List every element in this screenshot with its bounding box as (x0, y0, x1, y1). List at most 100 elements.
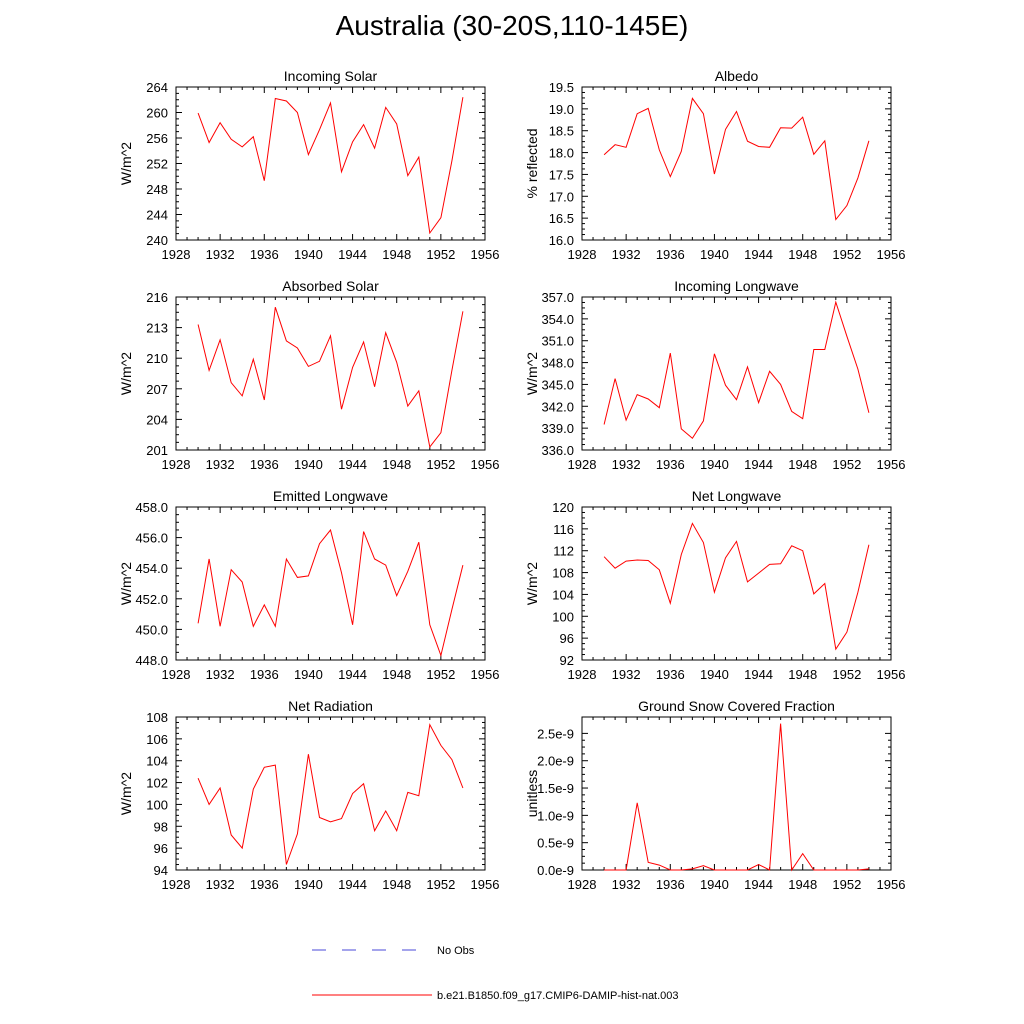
y-axis-label: W/m^2 (524, 352, 540, 395)
y-tick-label: 94 (154, 863, 168, 878)
x-tick-label: 1944 (744, 667, 773, 682)
y-tick-label: 104 (552, 587, 574, 602)
x-tick-label: 1928 (162, 247, 191, 262)
y-tick-label: 240 (146, 233, 168, 248)
x-tick-label: 1952 (832, 667, 861, 682)
x-tick-label: 1944 (338, 667, 367, 682)
y-tick-label: 458.0 (135, 500, 168, 515)
y-tick-label: 1.5e-9 (537, 781, 574, 796)
y-tick-label: 2.0e-9 (537, 754, 574, 769)
y-tick-label: 213 (146, 321, 168, 336)
y-tick-label: 264 (146, 80, 168, 95)
x-tick-label: 1944 (744, 877, 773, 892)
x-tick-label: 1952 (832, 247, 861, 262)
x-tick-label: 1928 (162, 667, 191, 682)
panel-title: Ground Snow Covered Fraction (638, 698, 835, 714)
x-tick-label: 1936 (250, 247, 279, 262)
y-tick-label: 336.0 (541, 443, 574, 458)
y-tick-label: 452.0 (135, 592, 168, 607)
y-tick-label: 207 (146, 382, 168, 397)
x-tick-label: 1932 (206, 247, 235, 262)
y-tick-label: 96 (154, 841, 168, 856)
y-tick-label: 210 (146, 351, 168, 366)
x-tick-label: 1936 (656, 877, 685, 892)
series-line (603, 522, 870, 651)
panel-title: Albedo (715, 68, 759, 84)
panel-3: Absorbed Solar W/m^2 1928 1932 1936 1940 1944 1… (118, 278, 499, 472)
x-tick-label: 1948 (382, 247, 411, 262)
x-tick-label: 1952 (832, 877, 861, 892)
plot-frame (581, 296, 892, 451)
y-tick-label: 351.0 (541, 334, 574, 349)
x-tick-label: 1948 (382, 667, 411, 682)
plot-frame (581, 86, 892, 241)
x-tick-label: 1952 (426, 667, 455, 682)
y-tick-label: 252 (146, 157, 168, 172)
x-tick-label: 1936 (250, 877, 279, 892)
y-tick-label: 18.5 (549, 124, 574, 139)
plot-frame (175, 716, 486, 871)
y-tick-label: 92 (560, 653, 574, 668)
panel-5: Emitted Longwave W/m^2 1928 1932 1936 1940 194… (118, 488, 499, 682)
x-tick-label: 1928 (162, 877, 191, 892)
x-tick-label: 1944 (744, 247, 773, 262)
x-tick-label: 1956 (471, 247, 500, 262)
x-tick-label: 1932 (612, 877, 641, 892)
y-tick-label: 342.0 (541, 399, 574, 414)
x-tick-label: 1936 (250, 667, 279, 682)
x-tick-label: 1928 (568, 667, 597, 682)
x-tick-label: 1948 (788, 247, 817, 262)
y-tick-label: 354.0 (541, 312, 574, 327)
y-axis-label: W/m^2 (118, 142, 134, 185)
y-tick-label: 120 (552, 500, 574, 515)
x-tick-label: 1940 (294, 667, 323, 682)
series-line (197, 97, 464, 235)
x-tick-label: 1932 (612, 667, 641, 682)
y-axis-label: % reflected (524, 128, 540, 198)
panel-4: Incoming Longwave W/m^2 1928 1932 1936 1940 19… (524, 278, 905, 472)
y-tick-label: 248 (146, 182, 168, 197)
x-tick-label: 1940 (700, 457, 729, 472)
y-tick-label: 256 (146, 131, 168, 146)
x-tick-label: 1932 (612, 247, 641, 262)
x-tick-label: 1936 (656, 247, 685, 262)
x-tick-label: 1956 (877, 457, 906, 472)
panel-title: Net Radiation (288, 698, 373, 714)
panel-2: Albedo % reflected 1928 1932 1936 1940 1944 194… (524, 68, 905, 262)
x-tick-label: 1928 (162, 457, 191, 472)
panel-title: Incoming Solar (284, 68, 378, 84)
y-tick-label: 260 (146, 106, 168, 121)
x-tick-label: 1936 (656, 457, 685, 472)
x-tick-label: 1956 (877, 667, 906, 682)
y-tick-label: 454.0 (135, 561, 168, 576)
x-tick-label: 1936 (250, 457, 279, 472)
series-line (197, 528, 464, 658)
x-tick-label: 1948 (788, 877, 817, 892)
page-title: Australia (30-20S,110-145E) (335, 10, 689, 41)
plot-frame (175, 86, 486, 241)
x-tick-label: 1936 (656, 667, 685, 682)
x-tick-label: 1952 (426, 247, 455, 262)
y-tick-label: 216 (146, 290, 168, 305)
y-tick-label: 0.5e-9 (537, 836, 574, 851)
x-tick-label: 1956 (471, 457, 500, 472)
x-tick-label: 1952 (426, 877, 455, 892)
y-axis-label: W/m^2 (118, 772, 134, 815)
x-tick-label: 1932 (206, 667, 235, 682)
panel-title: Net Longwave (692, 488, 782, 504)
x-tick-label: 1928 (568, 247, 597, 262)
x-tick-label: 1940 (294, 457, 323, 472)
x-tick-label: 1956 (471, 667, 500, 682)
x-tick-label: 1944 (744, 457, 773, 472)
panel-title: Absorbed Solar (282, 278, 379, 294)
panel-title: Emitted Longwave (273, 488, 388, 504)
plot-frame (581, 716, 892, 871)
y-tick-label: 357.0 (541, 290, 574, 305)
x-tick-label: 1944 (338, 457, 367, 472)
y-tick-label: 96 (560, 631, 574, 646)
y-tick-label: 17.5 (549, 167, 574, 182)
plot-frame (581, 506, 892, 661)
y-axis-label: W/m^2 (524, 562, 540, 605)
y-tick-label: 104 (146, 754, 168, 769)
legend: No Obs b.e21.B1850.f09_g17.CMIP6-DAMIP-hi… (312, 945, 679, 1002)
